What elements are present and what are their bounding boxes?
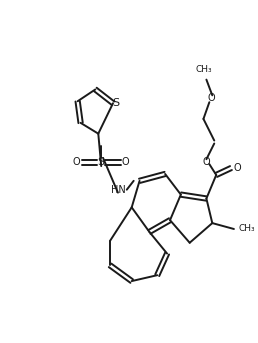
Text: O: O [122, 157, 130, 167]
Text: O: O [203, 157, 210, 167]
Text: HN: HN [111, 185, 125, 195]
Text: O: O [207, 93, 215, 103]
Text: S: S [98, 157, 105, 167]
Text: O: O [233, 163, 241, 173]
Text: S: S [112, 98, 119, 108]
Text: CH₃: CH₃ [239, 224, 255, 233]
Text: O: O [73, 157, 80, 167]
Text: CH₃: CH₃ [195, 65, 212, 74]
